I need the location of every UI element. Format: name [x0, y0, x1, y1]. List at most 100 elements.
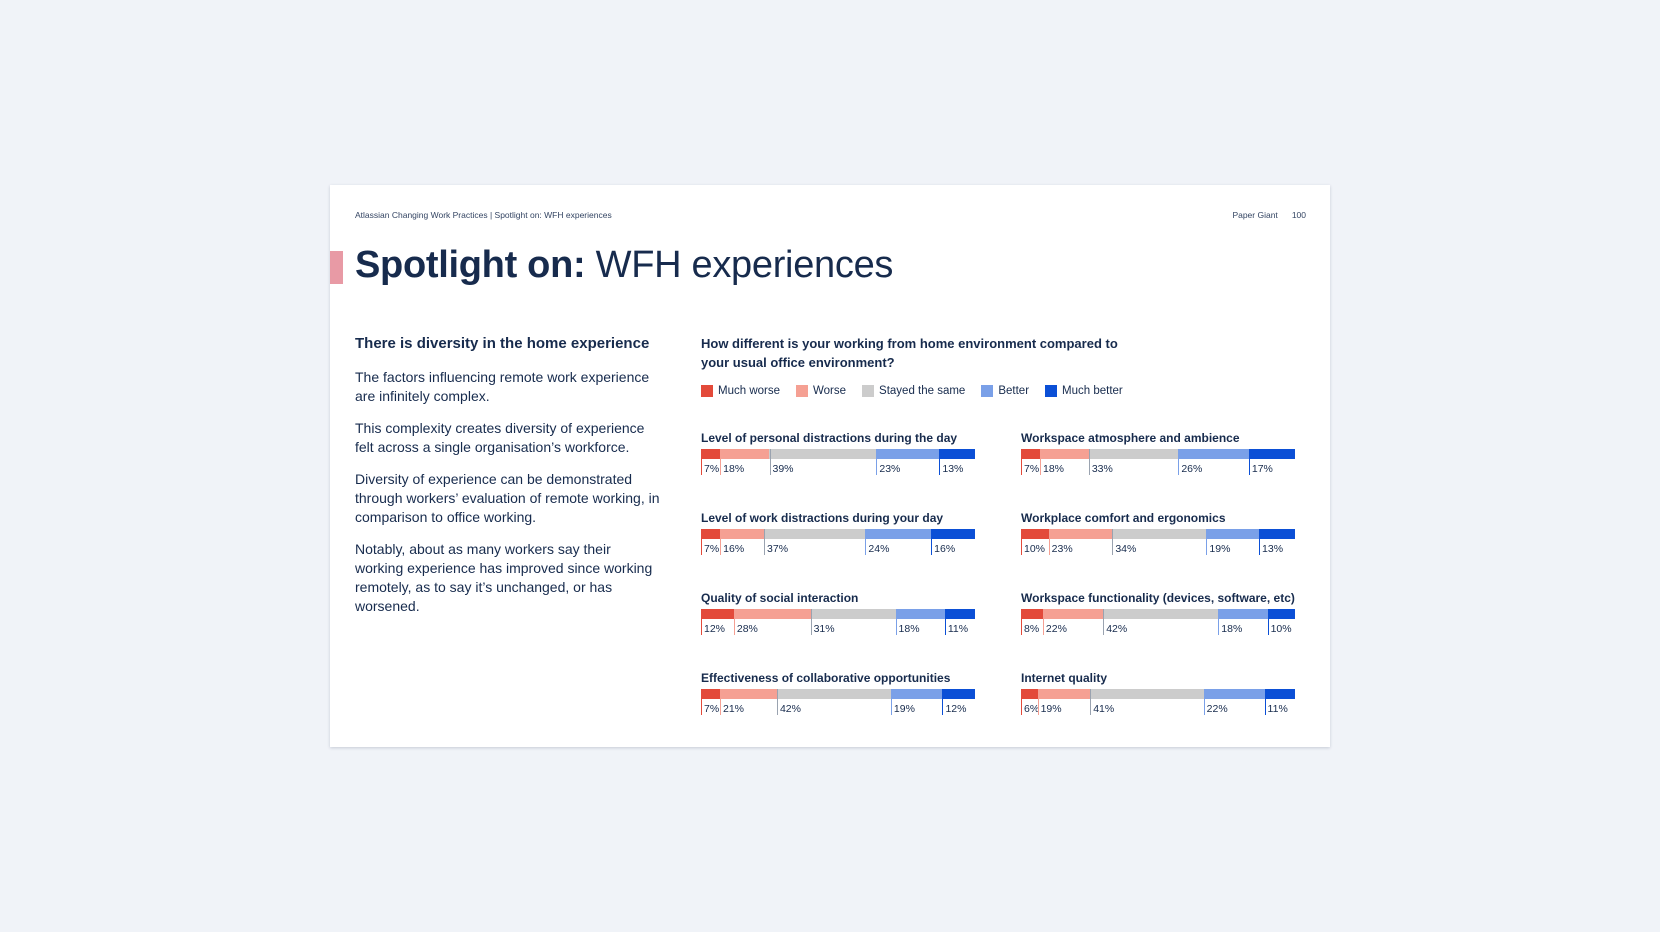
segment-tick — [939, 449, 941, 475]
legend-label: Much better — [1062, 385, 1123, 397]
page-title-bold: Spotlight on: — [355, 244, 586, 286]
bar-segment-much-worse — [701, 449, 721, 459]
bar-segment-worse — [719, 689, 777, 699]
legend-label: Worse — [813, 385, 847, 397]
segment-tick — [1103, 609, 1105, 635]
stacked-bar-chart: Effectiveness of collaborative opportuni… — [701, 670, 975, 730]
bar-track — [701, 449, 975, 459]
legend-item: Much worse — [701, 385, 780, 397]
page-title-regular: WFH experiences — [595, 244, 894, 286]
segment-tick — [701, 449, 702, 475]
legend-label: Much worse — [718, 385, 780, 397]
segment-tick — [931, 529, 933, 555]
bar-segment-better — [1203, 689, 1265, 699]
bar-track — [701, 529, 975, 539]
brand-name: Paper Giant — [1232, 210, 1278, 220]
intro-paragraph: This complexity creates diversity of exp… — [355, 420, 645, 455]
segment-tick — [701, 689, 702, 715]
legend-item: Better — [981, 385, 1029, 397]
bar-segment-much-better — [931, 529, 975, 539]
data-label: 42% — [779, 703, 801, 715]
data-label: 19% — [1040, 703, 1062, 715]
bar-segment-worse — [1037, 689, 1091, 699]
segment-tick — [890, 689, 892, 715]
segment-tick — [701, 529, 702, 555]
segment-tick — [1112, 529, 1114, 555]
segment-tick — [720, 449, 722, 475]
intro-heading: There is diversity in the home experienc… — [355, 335, 650, 352]
stacked-bar-chart: Level of personal distractions during th… — [701, 430, 975, 490]
chart-title: Workplace comfort and ergonomics — [1021, 511, 1226, 525]
segment-tick — [776, 689, 778, 715]
data-label: 13% — [942, 463, 964, 475]
data-label: 11% — [1267, 703, 1288, 715]
data-label: 19% — [893, 703, 915, 715]
segment-tick — [1021, 529, 1022, 555]
segment-tick — [895, 609, 897, 635]
segment-tick — [1021, 609, 1022, 635]
data-label: 34% — [1115, 543, 1137, 555]
bar-segment-same — [1112, 529, 1207, 539]
segment-tick — [1021, 449, 1022, 475]
data-label: 23% — [1051, 543, 1073, 555]
bar-segment-much-worse — [701, 689, 720, 699]
segment-tick — [1218, 609, 1220, 635]
segment-tick — [1090, 689, 1092, 715]
segment-tick — [865, 529, 867, 555]
segment-tick — [1267, 609, 1269, 635]
data-label: 18% — [1042, 463, 1064, 475]
bar-segment-worse — [1039, 449, 1089, 459]
page-meta: Paper Giant 100 — [1232, 210, 1306, 220]
data-label: 18% — [723, 463, 745, 475]
data-label: 17% — [1251, 463, 1273, 475]
bar-segment-better — [876, 449, 940, 459]
data-label: 6% — [1024, 703, 1040, 715]
data-label: 8% — [1024, 623, 1040, 635]
data-label: 26% — [1181, 463, 1203, 475]
bar-segment-better — [890, 689, 943, 699]
bar-segment-same — [810, 609, 896, 619]
bar-segment-much-worse — [1021, 609, 1043, 619]
bar-segment-same — [769, 449, 877, 459]
bar-segment-worse — [1042, 609, 1104, 619]
data-label: 24% — [868, 543, 890, 555]
segment-tick — [1248, 449, 1250, 475]
data-label: 18% — [1221, 623, 1243, 635]
stacked-bar-chart: Internet quality 6% 19% 41% 22% 11% — [1021, 670, 1295, 730]
segment-tick — [1048, 529, 1050, 555]
stacked-bar-chart: Workspace functionality (devices, softwa… — [1021, 590, 1295, 650]
data-label: 7% — [704, 703, 720, 715]
bar-segment-much-worse — [1021, 689, 1038, 699]
intro-column: There is diversity in the home experienc… — [355, 335, 660, 629]
segment-tick — [1259, 529, 1261, 555]
intro-paragraph: Diversity of experience can be demonstra… — [355, 471, 660, 525]
running-header: Atlassian Changing Work Practices | Spot… — [355, 210, 612, 220]
data-label: 16% — [934, 543, 956, 555]
bar-segment-same — [776, 689, 891, 699]
data-label: 7% — [704, 463, 720, 475]
data-label: 12% — [945, 703, 967, 715]
data-label: 21% — [722, 703, 744, 715]
bar-segment-same — [1088, 449, 1179, 459]
stacked-bar-chart: Workplace comfort and ergonomics 10% 23% 34… — [1021, 510, 1295, 570]
data-label: 28% — [736, 623, 758, 635]
stacked-bar-chart: Level of work distractions during your d… — [701, 510, 975, 570]
chart-title: Internet quality — [1021, 671, 1108, 685]
bar-segment-better — [1218, 609, 1268, 619]
chart-title: Workspace atmosphere and ambience — [1021, 431, 1240, 445]
legend-label: Stayed the same — [879, 385, 966, 397]
bar-segment-same — [1103, 609, 1219, 619]
segment-tick — [1021, 689, 1022, 715]
intro-paragraph: The factors influencing remote work expe… — [355, 369, 650, 404]
page-title: Spotlight on: WFH experiences — [355, 243, 893, 289]
segment-tick — [1206, 529, 1208, 555]
bar-track — [1021, 609, 1295, 619]
bar-segment-worse — [1048, 529, 1113, 539]
segment-tick — [1088, 449, 1090, 475]
legend-label: Better — [998, 385, 1030, 397]
bar-track — [701, 689, 975, 699]
data-label: 19% — [1209, 543, 1231, 555]
bar-track — [1021, 689, 1295, 699]
legend-swatch — [1045, 385, 1058, 397]
segment-tick — [733, 609, 735, 635]
